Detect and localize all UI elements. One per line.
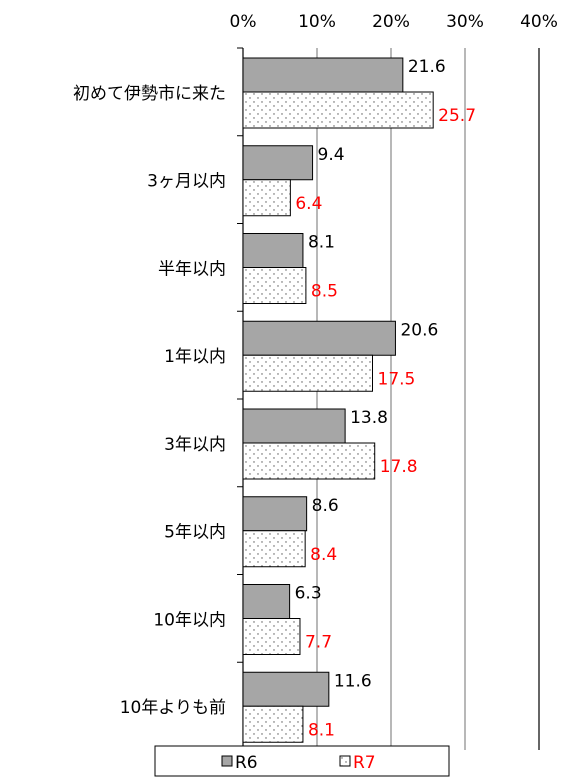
bar — [242, 408, 346, 444]
bar — [242, 618, 301, 655]
y-tick-label: 3ヶ月以内 — [147, 172, 226, 192]
bar — [242, 671, 330, 707]
legend: R6 R7 — [154, 745, 450, 777]
legend-swatch — [221, 755, 233, 767]
data-label: 8.1 — [308, 720, 335, 740]
x-tick-label: 40% — [520, 12, 558, 32]
y-tick-label: 3年以内 — [164, 435, 226, 455]
data-label: 8.6 — [312, 496, 339, 516]
x-tick-label: 0% — [230, 12, 257, 32]
data-label: 7.7 — [305, 633, 332, 653]
y-tick-label: 初めて伊勢市に来た — [73, 84, 226, 104]
bar — [242, 145, 314, 181]
bar — [242, 179, 291, 217]
legend-label: R7 — [353, 753, 376, 773]
data-label: 6.3 — [295, 584, 322, 604]
data-label: 11.6 — [334, 671, 372, 691]
legend-box — [154, 745, 450, 777]
y-tick-label: 5年以内 — [164, 523, 226, 543]
y-tick-label: 1年以内 — [164, 347, 226, 367]
bar — [242, 267, 307, 304]
data-label: 25.7 — [438, 106, 476, 126]
bar — [242, 320, 396, 356]
bar — [242, 233, 304, 268]
y-tick-label: 10年以内 — [153, 610, 226, 630]
data-label: 8.5 — [311, 282, 338, 302]
x-tick-label: 10% — [298, 12, 336, 32]
y-tick-label: 半年以内 — [158, 259, 226, 279]
data-label: 9.4 — [318, 145, 345, 165]
y-tick-label: 10年よりも前 — [120, 698, 226, 718]
data-label: 17.8 — [380, 457, 418, 477]
bar — [242, 584, 291, 619]
x-tick-label: 30% — [446, 12, 484, 32]
bar — [242, 442, 376, 480]
bar — [242, 705, 304, 743]
data-label: 20.6 — [400, 320, 438, 340]
data-label: 8.4 — [310, 545, 337, 565]
bar — [242, 57, 404, 93]
data-label: 8.1 — [308, 233, 335, 253]
bar — [242, 496, 308, 532]
legend-label: R6 — [235, 753, 258, 773]
data-label: 21.6 — [408, 57, 446, 77]
data-label: 13.8 — [350, 408, 388, 428]
bar — [242, 530, 306, 568]
legend-swatch — [339, 755, 351, 767]
data-label: 17.5 — [378, 369, 416, 389]
x-tick-label: 20% — [372, 12, 410, 32]
data-label: 6.4 — [295, 194, 322, 214]
bar — [242, 354, 373, 392]
bar — [242, 91, 434, 129]
